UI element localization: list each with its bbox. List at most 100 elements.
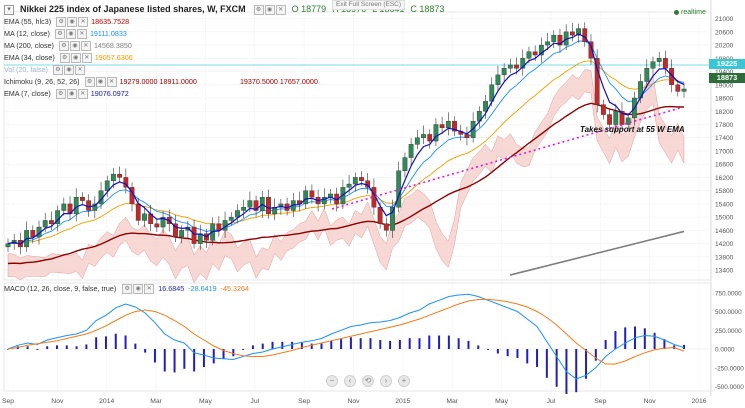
legend-row-6[interactable]: EMA (7, close) ⚙ ◉ ✕ 19076.0972	[4, 88, 129, 99]
legend-close-icon[interactable]: ✕	[76, 28, 87, 39]
ma200-line	[509, 230, 685, 276]
legend-settings-icon[interactable]: ⚙	[52, 64, 63, 75]
legend-eye-icon[interactable]: ◉	[65, 28, 76, 39]
legend-eye-icon[interactable]: ◉	[69, 40, 80, 51]
legend-eye-icon[interactable]: ◉	[67, 16, 78, 27]
y-tick-label: 20600	[715, 29, 734, 36]
zoom-out-icon[interactable]: −	[326, 375, 338, 387]
legend-eye-icon[interactable]: ◉	[95, 76, 106, 87]
legend-eye-icon[interactable]: ◉	[70, 52, 81, 63]
legend-settings-icon[interactable]: ⚙	[59, 52, 70, 63]
macd-histogram-bar	[457, 338, 460, 349]
candle-body	[569, 31, 575, 36]
legend-controls[interactable]: ⚙ ◉ ✕	[59, 52, 92, 63]
collapse-icon[interactable]: ▾	[4, 4, 14, 15]
candle-body	[173, 223, 178, 238]
macd-value-3: -45.3264	[220, 284, 249, 293]
macd-histogram-bar	[545, 349, 548, 378]
legend-close-icon[interactable]: ✕	[74, 64, 85, 75]
macd-histogram-bar	[232, 349, 235, 357]
legend-settings-icon[interactable]: ⚙	[54, 28, 65, 39]
legend-controls[interactable]: ⚙ ◉ ✕	[55, 88, 88, 99]
x-tick-label: Sep	[594, 398, 606, 405]
macd-histogram-bar	[585, 349, 588, 379]
zoom-controls[interactable]: − ‹ ⟲ › +	[326, 375, 410, 387]
candle-body	[557, 34, 563, 46]
legend-value-2: 19370.5000 17657.0000	[239, 77, 318, 86]
macd-histogram-bar	[536, 349, 539, 367]
macd-histogram-bar	[320, 343, 323, 349]
legend-row-2[interactable]: MA (200, close) ⚙ ◉ ✕ 14568.3850	[4, 40, 132, 51]
macd-y-tick-label: 250.0000	[715, 328, 742, 335]
legend-controls[interactable]: ⚙ ◉ ✕	[56, 16, 89, 27]
legend-settings-icon[interactable]: ⚙	[58, 40, 69, 51]
y-tick-label: 19400	[715, 69, 734, 76]
legend-close-icon[interactable]: ✕	[106, 76, 117, 87]
legend-eye-icon[interactable]: ◉	[66, 88, 77, 99]
close-icon[interactable]: ✕	[275, 4, 286, 15]
price-tag-last: 18873	[709, 73, 745, 83]
x-tick-label: Jul	[547, 398, 556, 405]
candle-body	[507, 64, 513, 69]
scroll-right-icon[interactable]: ›	[380, 375, 392, 387]
macd-histogram-bar	[183, 349, 186, 369]
macd-close-icon[interactable]: ✕	[144, 284, 155, 294]
exit-full-screen-label: Exit Full Screen (ESC)	[336, 1, 402, 8]
scroll-left-icon[interactable]: ‹	[344, 375, 356, 387]
title-controls[interactable]: ⚙ ◉ ✕	[253, 4, 286, 15]
macd-histogram-bar	[65, 345, 68, 349]
candle-body	[309, 190, 315, 198]
macd-histogram-bar	[173, 349, 176, 373]
macd-eye-icon[interactable]: ◉	[133, 284, 144, 294]
legend-name: EMA (7, close)	[4, 89, 51, 98]
macd-settings-icon[interactable]: ⚙	[122, 284, 133, 294]
legend-close-icon[interactable]: ✕	[78, 16, 89, 27]
legend-close-icon[interactable]: ✕	[77, 88, 88, 99]
legend-settings-icon[interactable]: ⚙	[84, 76, 95, 87]
x-tick-label: May	[199, 398, 212, 405]
legend-close-icon[interactable]: ✕	[80, 40, 91, 51]
macd-histogram-bar	[75, 346, 78, 349]
macd-histogram-bar	[477, 345, 480, 349]
legend-controls[interactable]: ⚙ ◉ ✕	[54, 28, 87, 39]
reset-icon[interactable]: ⟲	[362, 375, 374, 387]
legend-settings-icon[interactable]: ⚙	[55, 88, 66, 99]
legend-row-1[interactable]: MA (12, close) ⚙ ◉ ✕ 19111.0833	[4, 28, 127, 39]
legend-row-3[interactable]: EMA (34, close) ⚙ ◉ ✕ 19057.6306	[4, 52, 133, 63]
eye-icon[interactable]: ◉	[264, 4, 275, 15]
candle-body	[427, 134, 433, 142]
candle-body	[501, 68, 507, 76]
legend-close-icon[interactable]: ✕	[81, 52, 92, 63]
settings-icon[interactable]: ⚙	[253, 4, 264, 15]
macd-controls[interactable]: ⚙ ◉ ✕	[122, 284, 155, 294]
candle-body	[452, 120, 457, 132]
x-tick-label: Nov	[51, 398, 64, 405]
macd-histogram-bar	[114, 333, 117, 349]
legend-row-0[interactable]: EMA (55, hlc3) ⚙ ◉ ✕ 18635.7528	[4, 16, 129, 27]
candle-body	[352, 177, 358, 185]
candle-body	[5, 243, 11, 248]
macd-y-tick-label: 0.0000	[715, 347, 735, 354]
macd-histogram-bar	[124, 335, 127, 349]
macd-label: MACD (12, 26, close, 9, false, true)	[4, 284, 117, 293]
exit-full-screen-button[interactable]: Exit Full Screen (ESC)	[332, 0, 406, 10]
y-tick-label: 15000	[715, 215, 734, 222]
legend-settings-icon[interactable]: ⚙	[56, 16, 67, 27]
macd-histogram-bar	[653, 332, 656, 349]
macd-histogram-bar	[683, 344, 685, 349]
zoom-in-icon[interactable]: +	[398, 375, 410, 387]
candle-body	[303, 190, 309, 205]
legend-row-4[interactable]: Vol (20, false) ⚙ ◉ ✕	[4, 64, 85, 75]
macd-histogram-bar	[46, 346, 49, 349]
candle-body	[247, 200, 253, 208]
legend-controls[interactable]: ⚙ ◉ ✕	[58, 40, 91, 51]
candle-body	[42, 220, 48, 228]
legend-row-5[interactable]: Ichimoku (9, 26, 52, 26) ⚙ ◉ ✕ 19279.0000 18…	[4, 76, 318, 87]
legend-controls[interactable]: ⚙ ◉ ✕	[52, 64, 85, 75]
macd-value-2: -28.6419	[188, 284, 217, 293]
legend-controls[interactable]: ⚙ ◉ ✕	[84, 76, 117, 87]
candle-body	[625, 117, 631, 125]
legend-eye-icon[interactable]: ◉	[63, 64, 74, 75]
candle-body	[675, 84, 681, 92]
